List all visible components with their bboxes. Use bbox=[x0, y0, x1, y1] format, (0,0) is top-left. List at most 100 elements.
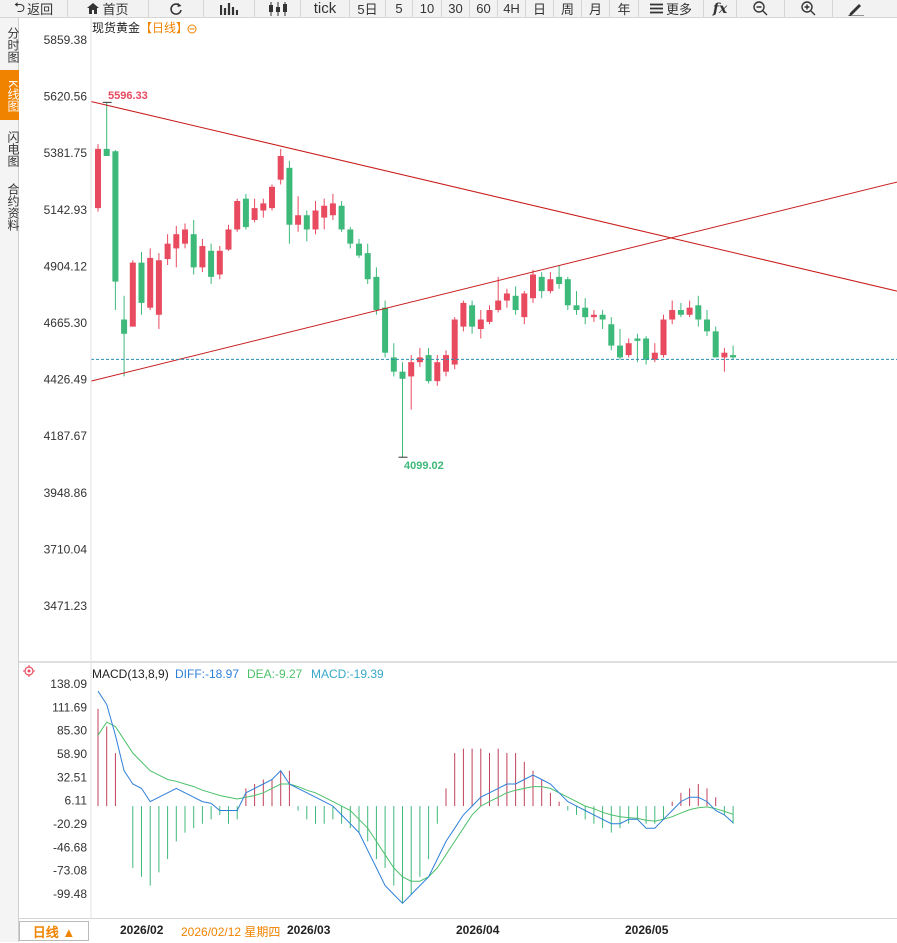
low-price-label: 4099.02 bbox=[404, 460, 444, 472]
high-price-label: 5596.33 bbox=[108, 90, 148, 102]
tab-contract-info[interactable]: 合约资料 bbox=[6, 182, 20, 231]
candles bbox=[95, 102, 737, 458]
period-day[interactable]: 日 bbox=[526, 0, 554, 17]
zoom-out-button[interactable] bbox=[737, 0, 785, 17]
period-tick[interactable]: tick bbox=[301, 0, 350, 17]
x-label-feb: 2026/02 bbox=[120, 923, 164, 937]
side-tab-bar: 分时图 K线图 闪电图 合约资料 bbox=[0, 18, 20, 942]
candle-body bbox=[712, 331, 719, 358]
extreme-markers: 5596.33 4099.02 bbox=[102, 90, 444, 472]
candle-body bbox=[364, 253, 371, 280]
price-tick-label: 4904.12 bbox=[44, 259, 88, 273]
candle-body bbox=[695, 305, 702, 320]
candle-body bbox=[95, 148, 101, 209]
macd-tick-label: 85.30 bbox=[57, 724, 87, 738]
tab-kline[interactable]: K线图 bbox=[0, 70, 20, 120]
candle-body bbox=[443, 355, 449, 372]
home-button[interactable]: 首页 bbox=[68, 0, 149, 17]
x-label-mar: 2026/03 bbox=[287, 923, 331, 937]
toolbar: ⮌ 返回 首页 tick 5日 5 10 30 60 4H 日 周 月 年 更多 bbox=[0, 0, 897, 18]
trendline bbox=[90, 100, 897, 292]
macd-tick-label: -46.68 bbox=[53, 840, 87, 854]
draw-button[interactable] bbox=[833, 0, 879, 17]
candle-body bbox=[390, 357, 397, 372]
macd-tick-label: 58.90 bbox=[57, 747, 87, 761]
macd-diff-value: DIFF:-18.97 bbox=[175, 667, 239, 681]
candle-body bbox=[338, 205, 345, 230]
bottom-time-axis: 日线 ▲ 2026/02 2026/02/12 星期四 2026/03 2026… bbox=[19, 918, 897, 943]
formula-button[interactable]: fx bbox=[704, 0, 737, 17]
macd-tick-label: 138.09 bbox=[50, 677, 87, 691]
candle-body bbox=[242, 198, 249, 228]
candle-body bbox=[286, 167, 293, 225]
candle-body bbox=[182, 229, 188, 244]
price-tick-label: 3710.04 bbox=[44, 542, 88, 556]
candle-body bbox=[669, 310, 676, 320]
period-tag: 【日线】 bbox=[140, 21, 188, 35]
tab-timeshare[interactable]: 分时图 bbox=[6, 26, 20, 63]
more-button[interactable]: 更多 bbox=[639, 0, 704, 17]
price-tick-label: 4426.49 bbox=[44, 373, 88, 387]
period-week[interactable]: 周 bbox=[554, 0, 582, 17]
macd-tick-label: 32.51 bbox=[57, 770, 87, 784]
refresh-button[interactable] bbox=[149, 0, 204, 17]
kline-chart[interactable]: 5859.38 5620.56 5381.75 5142.93 4904.12 4665.… bbox=[19, 18, 897, 918]
candle-body bbox=[277, 155, 284, 180]
candle-body bbox=[138, 262, 145, 303]
period-5min[interactable]: 5 bbox=[386, 0, 413, 17]
candle-body bbox=[121, 319, 128, 334]
candle-body bbox=[625, 343, 632, 356]
price-tick-label: 5859.38 bbox=[44, 33, 88, 47]
candle-body bbox=[129, 262, 136, 327]
macd-histogram bbox=[97, 708, 734, 904]
period-30min[interactable]: 30 bbox=[442, 0, 470, 17]
instrument-name: 现货黄金 bbox=[92, 20, 140, 35]
period-select-button[interactable]: 日线 ▲ bbox=[19, 921, 89, 941]
candle-body bbox=[208, 250, 215, 277]
candle-body bbox=[512, 295, 519, 311]
candle-body bbox=[643, 338, 650, 360]
period-60min[interactable]: 60 bbox=[470, 0, 498, 17]
price-axis: 5859.38 5620.56 5381.75 5142.93 4904.12 4665.… bbox=[44, 33, 88, 613]
price-tick-label: 5142.93 bbox=[44, 203, 88, 217]
candle-body bbox=[573, 305, 580, 311]
candle-body bbox=[356, 243, 362, 256]
candle-body bbox=[608, 324, 615, 346]
candle-body bbox=[503, 293, 510, 301]
candle-body bbox=[477, 319, 484, 329]
zoom-in-button[interactable] bbox=[785, 0, 833, 17]
candle-body bbox=[530, 274, 536, 299]
back-arrow-icon: ⮌ bbox=[13, 0, 26, 15]
candle-body bbox=[295, 215, 302, 225]
candle-body bbox=[686, 307, 693, 315]
indicator-settings-icon[interactable] bbox=[23, 665, 35, 677]
collapse-icon[interactable] bbox=[187, 24, 197, 34]
candle-body bbox=[260, 203, 267, 211]
candle-body bbox=[564, 279, 571, 306]
candle-body bbox=[234, 201, 241, 230]
price-tick-label: 5620.56 bbox=[44, 90, 88, 104]
candle-body bbox=[373, 276, 380, 311]
macd-dea-line bbox=[97, 721, 734, 882]
period-10min[interactable]: 10 bbox=[413, 0, 442, 17]
period-4h[interactable]: 4H bbox=[498, 0, 526, 17]
price-tick-label: 5381.75 bbox=[44, 146, 88, 160]
zoom-out-icon bbox=[753, 1, 768, 16]
candle-style-button[interactable] bbox=[255, 0, 301, 17]
candle-body bbox=[329, 203, 336, 216]
period-5day[interactable]: 5日 bbox=[350, 0, 386, 17]
chart-type-button[interactable] bbox=[204, 0, 255, 17]
macd-title: MACD(13,8,9) bbox=[92, 667, 169, 681]
candle-body bbox=[651, 352, 658, 360]
x-label-may: 2026/05 bbox=[625, 923, 669, 937]
price-tick-label: 3948.86 bbox=[44, 486, 88, 500]
candle-body bbox=[721, 352, 728, 358]
period-year[interactable]: 年 bbox=[610, 0, 639, 17]
back-button[interactable]: ⮌ 返回 bbox=[0, 0, 68, 17]
candle-icon bbox=[268, 1, 288, 16]
home-icon bbox=[87, 3, 100, 14]
tab-flash[interactable]: 闪电图 bbox=[6, 130, 20, 167]
candle-body bbox=[521, 293, 528, 318]
candle-body bbox=[321, 205, 328, 218]
period-month[interactable]: 月 bbox=[582, 0, 610, 17]
